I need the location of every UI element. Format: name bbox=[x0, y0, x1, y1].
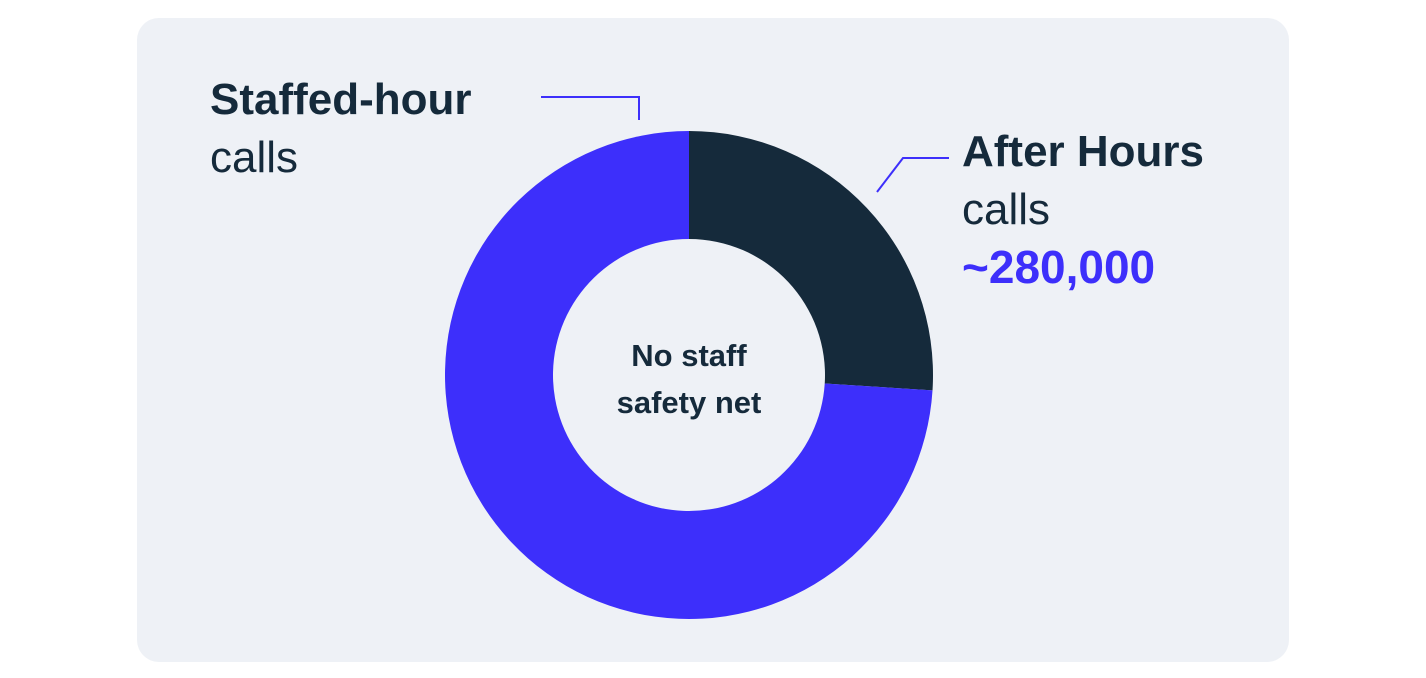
leader-line-staffed-hour bbox=[541, 96, 640, 120]
center-label-line-2: safety net bbox=[617, 385, 762, 420]
donut-slice-staffed-hour bbox=[444, 131, 933, 620]
label-after-hours-title: After Hours bbox=[962, 127, 1204, 176]
label-staffed-hour-subtitle: calls bbox=[210, 133, 298, 182]
leader-line-after-hours bbox=[876, 157, 949, 193]
label-staffed-hour-title: Staffed-hour bbox=[210, 75, 472, 124]
label-after-hours-value: ~280,000 bbox=[962, 241, 1155, 293]
label-after-hours-subtitle: calls bbox=[962, 185, 1050, 234]
donut-slice-after-hours bbox=[689, 131, 933, 391]
center-label-line-1: No staff bbox=[631, 338, 747, 373]
donut-slices bbox=[444, 131, 933, 620]
